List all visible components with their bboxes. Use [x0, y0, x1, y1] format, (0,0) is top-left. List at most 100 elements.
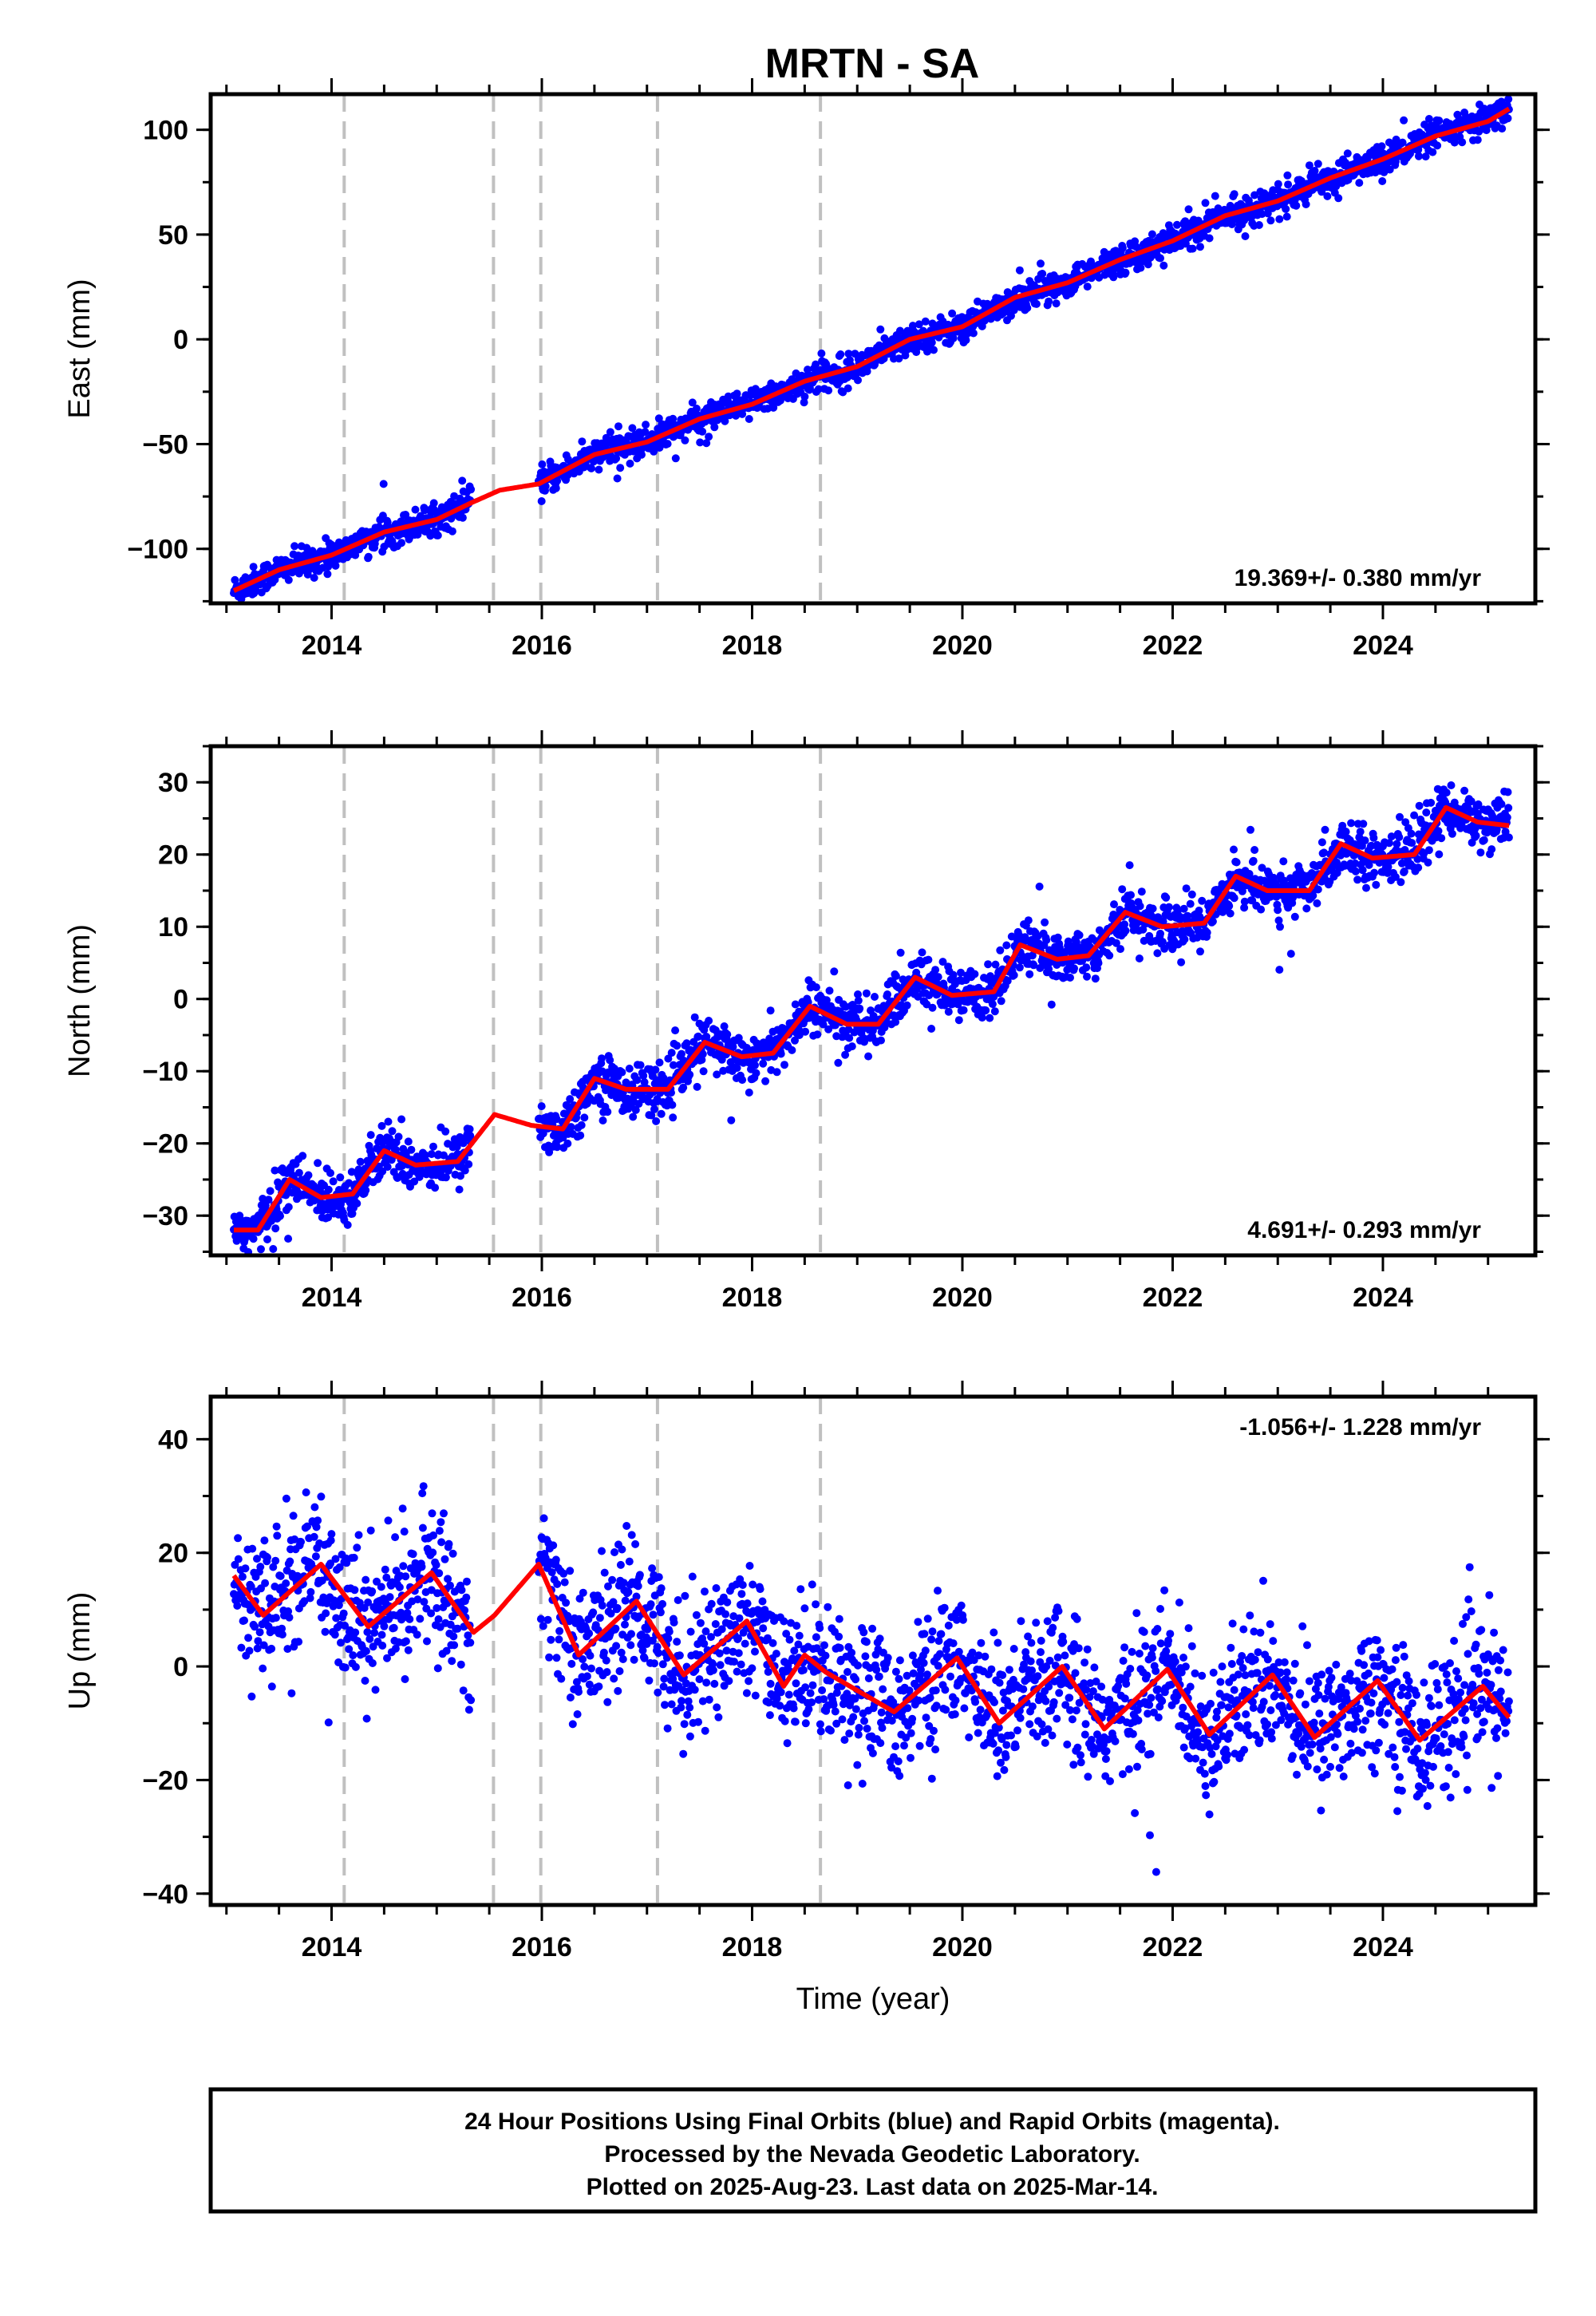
data-point [724, 392, 733, 401]
data-point [285, 1613, 294, 1622]
panel-north: 2014 2016 2018 2020 2022 2024−30−20−100102030… [63, 730, 1550, 1313]
data-point [399, 1562, 408, 1571]
data-point [361, 1575, 370, 1584]
data-point [562, 1599, 571, 1607]
data-point [431, 1184, 440, 1192]
data-point [1246, 825, 1254, 834]
panel-east: 2014 2016 2018 2020 2022 2024−100−50050100Eas… [63, 78, 1550, 661]
data-point [1125, 861, 1134, 870]
data-point [1184, 205, 1193, 214]
data-point [282, 1494, 290, 1503]
data-point [368, 1659, 377, 1667]
data-point [1414, 152, 1423, 160]
data-point [1355, 179, 1364, 188]
data-point [984, 960, 993, 969]
data-point [598, 1054, 606, 1063]
velocity-rate-label: 19.369+/- 0.380 mm/yr [1235, 565, 1482, 591]
data-point [244, 1634, 253, 1642]
data-point [1121, 927, 1130, 935]
data-point [1225, 902, 1234, 911]
data-point [1395, 833, 1404, 841]
data-point [1201, 199, 1210, 207]
data-point [776, 1049, 785, 1058]
data-point [954, 1016, 963, 1025]
data-point [324, 563, 333, 571]
data-point [397, 539, 406, 547]
data-point [621, 1596, 630, 1605]
x-tick-label: 2018 [722, 630, 783, 661]
data-point [1448, 829, 1456, 838]
data-point [791, 1000, 800, 1009]
data-point [625, 1065, 634, 1073]
data-point [331, 561, 340, 570]
data-point [467, 1696, 476, 1705]
data-point [602, 1656, 610, 1665]
data-point [1052, 299, 1061, 308]
data-point [1136, 902, 1144, 911]
data-point [1359, 820, 1368, 828]
data-point [356, 1157, 365, 1166]
data-point [1479, 836, 1488, 844]
y-tick-label: −50 [142, 429, 188, 460]
data-point [1182, 884, 1191, 893]
data-point [464, 1160, 473, 1168]
data-point [788, 1045, 796, 1054]
data-point [721, 417, 729, 425]
data-point [1310, 167, 1319, 175]
data-point [553, 1579, 562, 1588]
data-point [543, 1615, 552, 1624]
data-point [349, 1651, 358, 1660]
data-point [459, 1686, 468, 1695]
data-point [351, 1662, 360, 1671]
data-point [616, 464, 625, 472]
data-point [702, 439, 711, 448]
data-point [435, 1527, 444, 1535]
data-point [377, 1583, 385, 1591]
data-point [538, 460, 547, 468]
data-point [1398, 138, 1407, 147]
data-point [1116, 945, 1124, 954]
data-point [575, 1687, 583, 1696]
data-point [423, 1637, 431, 1646]
data-point [441, 1127, 450, 1136]
data-point [563, 471, 572, 480]
data-point [1196, 243, 1204, 251]
data-point [1232, 858, 1241, 867]
data-point [1472, 832, 1480, 840]
data-point [982, 1006, 990, 1014]
y-tick-label: −30 [142, 1201, 188, 1231]
data-point [1275, 215, 1284, 223]
data-point [625, 1557, 634, 1566]
data-point [322, 1609, 330, 1618]
data-point [616, 1560, 625, 1569]
data-point [627, 1630, 635, 1638]
data-point [407, 1145, 416, 1154]
data-point [1159, 261, 1168, 270]
data-point [324, 1185, 333, 1194]
data-point [612, 454, 621, 463]
data-point [655, 1058, 664, 1067]
data-point [1314, 885, 1322, 894]
data-point [1321, 825, 1329, 834]
data-point [671, 454, 680, 463]
data-point [1424, 846, 1433, 855]
x-tick-label: 2014 [302, 630, 362, 661]
data-point [401, 1572, 410, 1581]
data-point [801, 1027, 810, 1036]
data-point [245, 1646, 254, 1655]
data-point [384, 1117, 393, 1126]
data-point [1370, 868, 1379, 877]
data-point [1180, 935, 1189, 943]
data-point [830, 967, 839, 976]
data-point [812, 360, 820, 369]
data-point [1347, 819, 1356, 828]
data-point [553, 476, 562, 485]
data-point [266, 1187, 275, 1196]
data-point [256, 1563, 265, 1571]
data-point [1341, 828, 1350, 836]
x-tick-label: 2014 [302, 1282, 362, 1313]
data-point [949, 334, 958, 342]
data-point [1351, 867, 1360, 875]
data-point [563, 1139, 572, 1148]
data-point [458, 476, 467, 485]
